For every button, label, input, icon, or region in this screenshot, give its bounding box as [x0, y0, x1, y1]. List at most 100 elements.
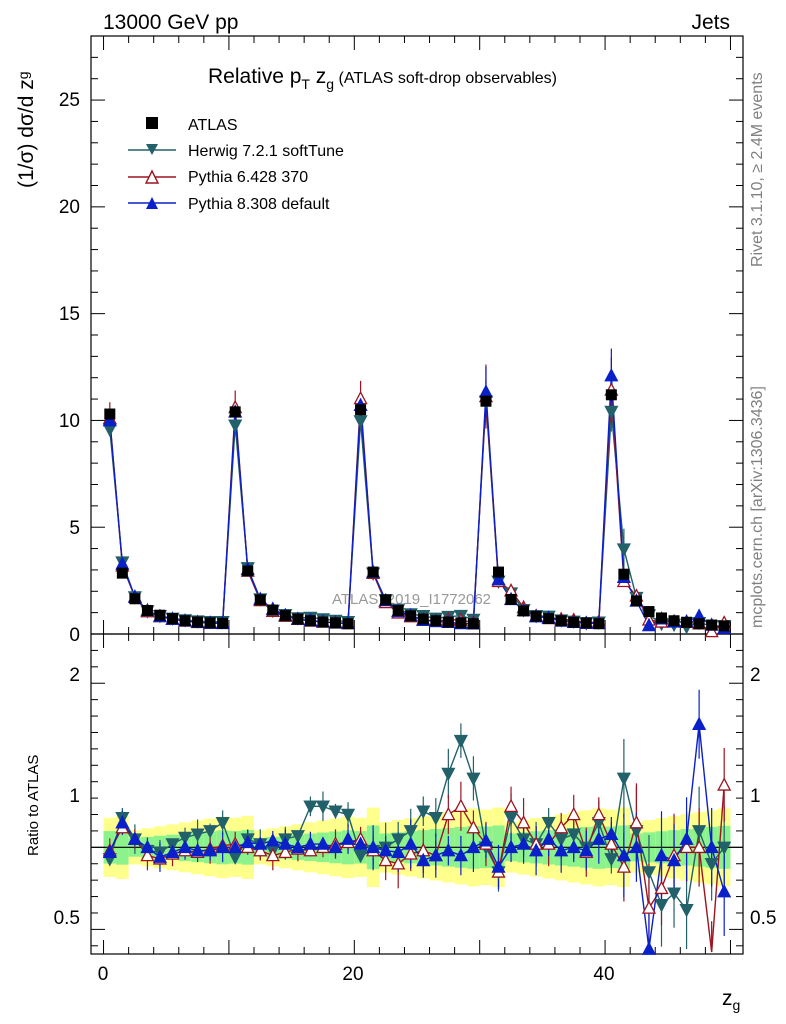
ratio-marker-pythia8 [616, 847, 631, 862]
atlas-data-point [430, 615, 442, 627]
ratio-marker-pythia8 [679, 831, 694, 845]
ratio-marker-pythia6 [253, 842, 268, 857]
atlas-data-point [480, 395, 492, 407]
ratio-marker-pythia8 [265, 833, 280, 847]
atlas-data-point [405, 610, 417, 622]
mcplots-info: mcplots.cern.ch [arXiv:1306.3436] [749, 386, 766, 628]
ratio-marker-pythia6 [278, 844, 293, 859]
ratio-marker-pythia8 [428, 847, 443, 862]
atlas-data-point [330, 617, 341, 629]
atlas-data-point [267, 604, 279, 616]
x-axis-label: zg [722, 987, 740, 1013]
ratio-marker-pythia6 [629, 815, 644, 829]
ratio-marker-pythia8 [190, 842, 205, 857]
header-right: Jets [691, 11, 730, 34]
ratio-marker-pythia6 [378, 852, 393, 867]
main-marker-pythia6 [704, 623, 719, 638]
ratio-marker-pythia8 [441, 842, 456, 857]
y-tick-label-ratio: 1 [69, 786, 80, 807]
atlas-data-point [656, 612, 667, 624]
ratio-marker-herwig [441, 767, 456, 782]
ratio-marker-pythia8 [416, 852, 431, 867]
atlas-data-point [179, 615, 191, 627]
ratio-marker-pythia6 [441, 806, 456, 821]
ratio-marker-pythia8 [278, 836, 293, 850]
atlas-data-point [530, 610, 542, 622]
ratio-marker-herwig [566, 828, 581, 842]
atlas-data-point [555, 615, 567, 627]
ratio-marker-pythia8 [228, 839, 243, 854]
ratio-marker-pythia8 [554, 842, 569, 857]
main-marker-pythia8 [641, 617, 657, 632]
ratio-marker-pythia8 [290, 839, 305, 854]
ratio-marker-pythia6 [265, 847, 280, 862]
main-marker-herwig [228, 419, 243, 433]
ratio-marker-pythia8 [641, 941, 657, 955]
atlas-data-point [304, 615, 316, 627]
atlas-data-point [229, 406, 241, 418]
ratio-marker-herwig [190, 828, 205, 842]
atlas-data-point [154, 609, 166, 621]
ratio-marker-pythia6 [466, 819, 481, 834]
ratio-frame [90, 633, 744, 955]
atlas-data-point [392, 605, 404, 617]
atlas-data-point [141, 605, 153, 617]
ratio-marker-pythia8 [629, 839, 644, 854]
ratio-marker-herwig [692, 825, 707, 839]
y-tick-label-main: 5 [69, 518, 80, 539]
ratio-marker-pythia8 [165, 844, 180, 859]
y-tick-label-main: 15 [59, 304, 80, 325]
ratio-marker-pythia6 [566, 806, 581, 821]
atlas-data-point [706, 619, 718, 631]
ratio-marker-pythia8 [203, 842, 218, 857]
ratio-marker-pythia8 [152, 849, 168, 863]
y-tick-label-ratio-right: 0.5 [750, 908, 776, 929]
ratio-marker-pythia6 [516, 815, 531, 829]
ratio-marker-pythia6 [591, 806, 606, 821]
atlas-data-point [681, 616, 693, 628]
ratio-marker-pythia8 [177, 839, 193, 854]
ratio-marker-herwig [717, 841, 732, 856]
ratio-marker-herwig [340, 808, 356, 823]
y-tick-label-main: 20 [59, 197, 80, 218]
ratio-marker-herwig [203, 825, 218, 839]
ratio-marker-pythia8 [378, 842, 393, 857]
ratio-marker-pythia6 [140, 847, 155, 862]
header-left: 13000 GeV pp [103, 11, 238, 34]
atlas-data-point [668, 615, 680, 627]
ratio-marker-herwig [704, 857, 719, 872]
legend-marker-atlas [146, 117, 158, 129]
ratio-marker-pythia8 [253, 836, 268, 850]
atlas-data-point [355, 404, 367, 416]
main-marker-pythia8 [604, 367, 619, 382]
atlas-data-point [505, 593, 517, 605]
ratio-marker-pythia8 [391, 844, 406, 859]
y-tick-label-ratio-right: 2 [750, 665, 761, 686]
atlas-data-point [568, 616, 580, 628]
x-tick-label: 40 [593, 964, 614, 985]
ratio-marker-pythia8 [666, 852, 682, 867]
ratio-marker-pythia8 [366, 839, 381, 854]
atlas-data-point [630, 595, 642, 607]
legend: ATLAS Herwig 7.2.1 softTune Pythia 6.428… [128, 117, 344, 213]
atlas-data-point [467, 618, 479, 630]
rivet-info: Rivet 3.1.10, ≥ 2.4M events [749, 72, 766, 267]
atlas-data-point [380, 594, 392, 606]
ratio-marker-herwig [391, 833, 406, 847]
ratio-marker-pythia8 [240, 834, 255, 849]
atlas-data-point [493, 566, 504, 578]
ratio-marker-herwig [616, 772, 631, 787]
ratio-marker-pythia8 [340, 831, 356, 845]
atlas-data-point [593, 618, 605, 630]
ratio-marker-herwig [541, 816, 556, 831]
ratio-marker-pythia6 [641, 900, 657, 914]
ratio-marker-pythia8 [604, 826, 619, 840]
legend-label-herwig: Herwig 7.2.1 softTune [188, 143, 344, 160]
atlas-data-point [192, 616, 204, 628]
chart-title: Relative pT zg (ATLAS soft-drop observab… [208, 65, 557, 92]
ratio-marker-herwig [416, 805, 431, 819]
ratio-marker-pythia8 [566, 839, 581, 854]
atlas-data-point [217, 617, 229, 629]
atlas-data-point [279, 610, 291, 622]
legend-marker-pythia8 [146, 197, 158, 209]
